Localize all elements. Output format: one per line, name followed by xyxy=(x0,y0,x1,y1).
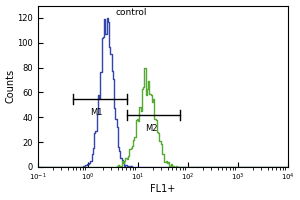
Text: M1: M1 xyxy=(90,108,103,117)
Text: M2: M2 xyxy=(145,124,158,133)
X-axis label: FL1+: FL1+ xyxy=(150,184,175,194)
Text: control: control xyxy=(115,8,146,17)
Y-axis label: Counts: Counts xyxy=(6,69,16,103)
